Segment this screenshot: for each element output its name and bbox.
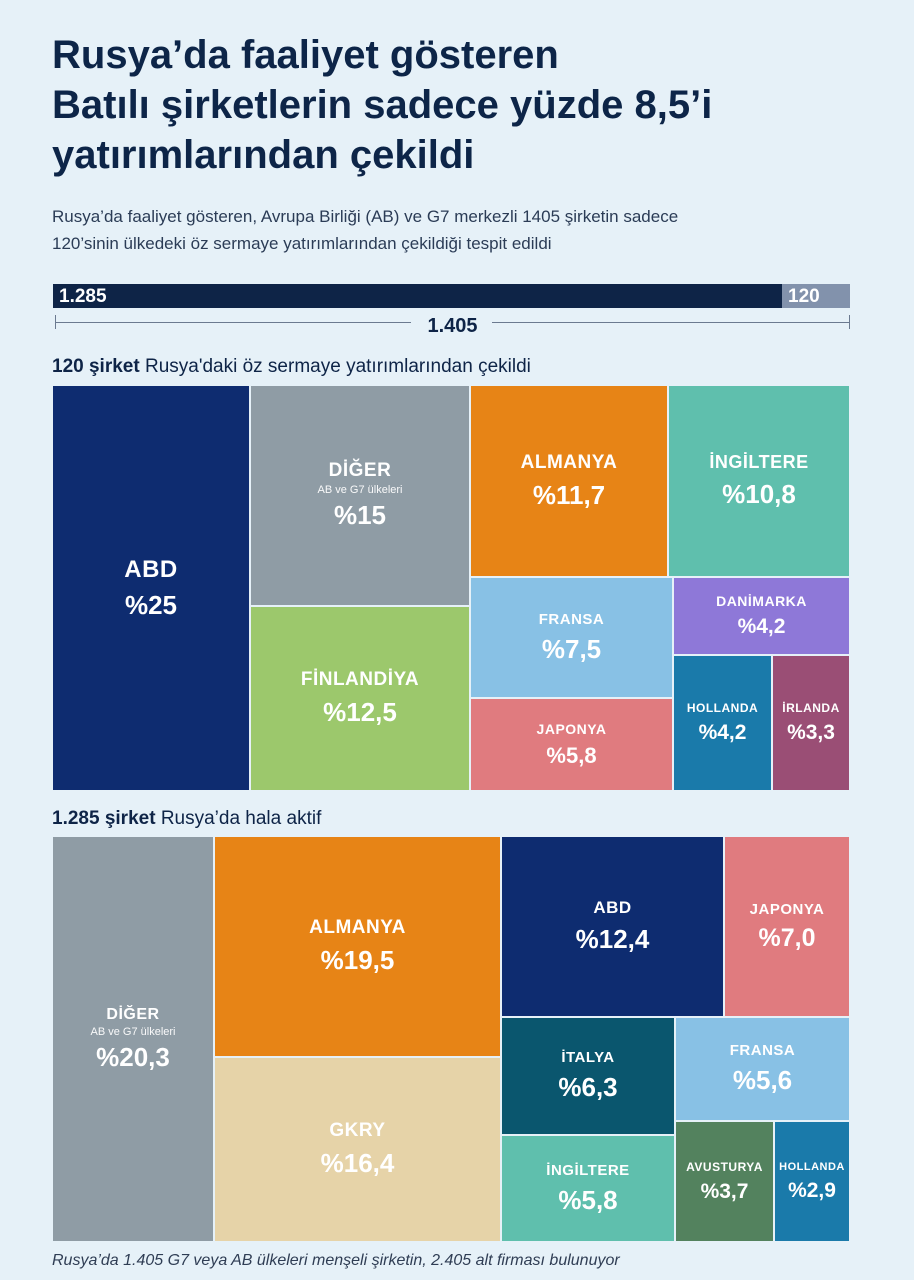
treemap-tile-danimarka: DANİMARKA %4,2: [673, 577, 850, 655]
tile-value-ingiltere: %10,8: [722, 479, 796, 509]
treemap-tile-hollanda: HOLLANDA %2,9: [774, 1121, 850, 1242]
subtitle-line-1: Rusya’da faaliyet gösteren, Avrupa Birli…: [52, 207, 679, 226]
tile-value-irlanda: %3,3: [787, 721, 835, 744]
bracket-line-right: [492, 322, 849, 323]
tile-sublabel-diger: AB ve G7 ülkeleri: [317, 484, 403, 496]
treemap-tile-fransa: FRANSA %7,5: [470, 577, 673, 698]
footnote: Rusya’da 1.405 G7 veya AB ülkeleri menşe…: [52, 1252, 620, 1269]
tile-label-hollanda: HOLLANDA: [779, 1160, 845, 1173]
tile-label-abd: ABD: [593, 898, 632, 917]
tile-label-irlanda: İRLANDA: [782, 701, 840, 715]
treemap-tile-abd: ABD %25: [52, 385, 250, 791]
treemap-tile-gkry: GKRY %16,4: [214, 1057, 501, 1242]
treemap-tile-diger: DİĞER AB ve G7 ülkeleri %15: [250, 385, 470, 606]
subtitle-line-2: 120’sinin ülkedeki öz sermaye yatırımlar…: [52, 234, 552, 253]
tile-sublabel-diger: AB ve G7 ülkeleri: [90, 1025, 176, 1038]
tile-label-danimarka: DANİMARKA: [716, 593, 807, 609]
tile-label-italya: İTALYA: [561, 1049, 615, 1066]
withdrawn-count: 120 şirket: [52, 356, 140, 377]
tile-value-hollanda: %4,2: [698, 721, 747, 744]
tile-value-finlandiya: %12,5: [323, 697, 397, 727]
tile-value-diger: %15: [333, 500, 387, 530]
tile-label-japonya: JAPONYA: [536, 720, 607, 737]
treemap-tile-ingiltere: İNGİLTERE %5,8: [501, 1135, 675, 1242]
tile-value-fransa: %7,5: [541, 633, 602, 664]
tile-value-hollanda: %2,9: [788, 1178, 836, 1202]
treemap-tile-japonya: JAPONYA %7,0: [724, 836, 850, 1017]
tile-label-gkry: GKRY: [329, 1120, 386, 1141]
tile-value-almanya: %19,5: [320, 945, 395, 975]
treemap-tile-fransa: FRANSA %5,6: [675, 1017, 850, 1121]
tile-value-abd: %12,4: [575, 924, 650, 954]
tile-label-diger: DİĞER: [106, 1005, 160, 1023]
treemap-tile-abd: ABD %12,4: [501, 836, 724, 1017]
page-title: Rusya’da faaliyet gösteren Batılı şirket…: [52, 30, 872, 180]
active-treemap: DİĞER AB ve G7 ülkeleri %20,3 ALMANYA %19,5 G…: [52, 836, 850, 1242]
tile-value-japonya: %5,8: [546, 742, 597, 768]
withdrawn-companies-label: 120: [788, 286, 820, 307]
active-text: Rusya’da hala aktif: [160, 808, 322, 829]
active-companies-bar: 1.285: [53, 284, 782, 308]
tile-label-japonya: JAPONYA: [749, 900, 825, 918]
active-count: 1.285 şirket: [52, 808, 156, 829]
treemap-tile-irlanda: İRLANDA %3,3: [772, 655, 850, 791]
title-line-3: yatırımlarından çekildi: [52, 133, 475, 177]
tile-label-abd: ABD: [124, 555, 178, 583]
title-line-2: Batılı şirketlerin sadece yüzde 8,5’i: [52, 83, 713, 127]
withdrawn-companies-bar: 120: [782, 284, 850, 308]
withdrawn-section-heading: 120 şirket Rusya'daki öz sermaye yatırım…: [52, 356, 531, 378]
tile-label-finlandiya: FİNLANDİYA: [300, 669, 420, 690]
tile-value-abd: %25: [124, 589, 178, 620]
total-bracket: [55, 315, 850, 329]
tile-label-avusturya: AVUSTURYA: [686, 1159, 763, 1174]
active-companies-label: 1.285: [59, 286, 107, 307]
tile-label-ingiltere: İNGİLTERE: [709, 452, 809, 472]
tile-label-ingiltere: İNGİLTERE: [546, 1161, 630, 1179]
treemap-tile-japonya: JAPONYA %5,8: [470, 698, 673, 791]
tile-value-fransa: %5,6: [732, 1065, 793, 1095]
tile-label-diger: DİĞER: [328, 460, 392, 481]
treemap-tile-almanya: ALMANYA %11,7: [470, 385, 668, 577]
tile-label-fransa: FRANSA: [729, 1042, 796, 1059]
tile-label-fransa: FRANSA: [538, 610, 605, 628]
treemap-tile-italya: İTALYA %6,3: [501, 1017, 675, 1135]
tile-value-almanya: %11,7: [532, 479, 606, 510]
treemap-tile-ingiltere: İNGİLTERE %10,8: [668, 385, 850, 577]
tile-value-italya: %6,3: [558, 1072, 618, 1102]
tile-value-japonya: %7,0: [758, 923, 816, 952]
tile-value-diger: %20,3: [96, 1041, 170, 1072]
tile-value-avusturya: %3,7: [700, 1179, 749, 1203]
tile-value-gkry: %16,4: [320, 1148, 395, 1178]
title-line-1: Rusya’da faaliyet gösteren: [52, 33, 559, 77]
withdrawn-treemap: ABD %25 DİĞER AB ve G7 ülkeleri %15 FİNLANDİY…: [52, 385, 850, 791]
tile-value-danimarka: %4,2: [737, 615, 786, 638]
treemap-tile-avusturya: AVUSTURYA %3,7: [675, 1121, 774, 1242]
tile-label-almanya: ALMANYA: [309, 917, 406, 938]
bracket-line-left: [56, 322, 411, 323]
treemap-tile-hollanda: HOLLANDA %4,2: [673, 655, 772, 791]
treemap-tile-diger: DİĞER AB ve G7 ülkeleri %20,3: [52, 836, 214, 1242]
active-section-heading: 1.285 şirket Rusya’da hala aktif: [52, 808, 321, 830]
total-companies-label: 1.405: [427, 315, 478, 337]
subtitle: Rusya’da faaliyet gösteren, Avrupa Birli…: [52, 203, 882, 257]
treemap-tile-almanya: ALMANYA %19,5: [214, 836, 501, 1057]
tile-label-hollanda: HOLLANDA: [686, 701, 759, 715]
tile-label-almanya: ALMANYA: [520, 451, 618, 473]
tile-value-ingiltere: %5,8: [558, 1184, 618, 1215]
withdrawn-text: Rusya'daki öz sermaye yatırımlarından çe…: [144, 356, 531, 377]
treemap-tile-finlandiya: FİNLANDİYA %12,5: [250, 606, 470, 791]
